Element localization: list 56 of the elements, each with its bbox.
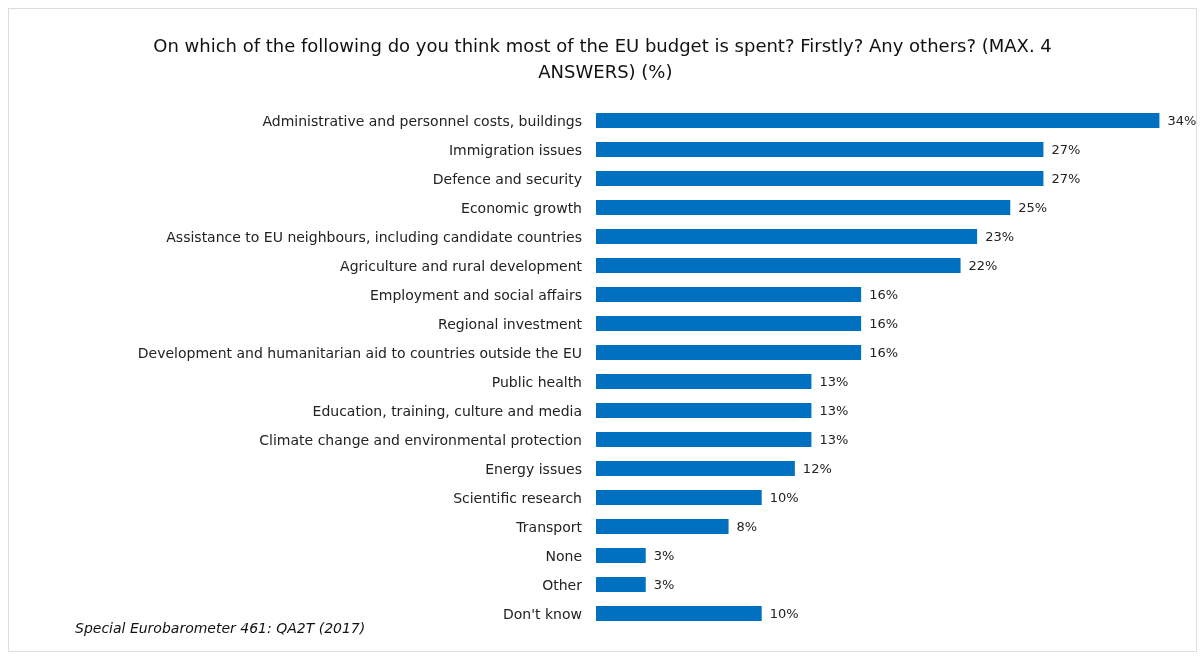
data-label: 3%	[653, 548, 675, 563]
y-tick-label: Defence and security	[432, 170, 582, 187]
bar	[596, 229, 978, 244]
data-label: 27%	[1051, 171, 1081, 186]
data-label: 22%	[968, 258, 998, 273]
bar	[596, 113, 1160, 128]
data-label: 16%	[869, 287, 899, 302]
data-label: 13%	[819, 432, 849, 447]
bar	[596, 142, 1044, 157]
y-tick-label: Administrative and personnel costs, buildings	[262, 112, 582, 129]
bar	[596, 403, 812, 418]
y-tick-label: Employment and social affairs	[369, 286, 582, 303]
y-tick-label: Scientific research	[453, 489, 582, 506]
data-label: 23%	[985, 229, 1015, 244]
data-label: 27%	[1051, 142, 1081, 157]
y-tick-label: Transport	[515, 518, 583, 535]
y-tick-label: None	[545, 547, 582, 564]
y-tick-label: Public health	[491, 373, 582, 390]
data-label: 34%	[1167, 113, 1197, 128]
chart-title: On which of the following do you think most of the EU budget is spent? Firstly? Any others? (MAX. 4 ANSWERS) (%)	[153, 34, 1052, 82]
data-label: 16%	[869, 345, 899, 360]
bar	[596, 200, 1011, 215]
bar	[596, 171, 1044, 186]
bar	[596, 577, 646, 592]
bar	[596, 316, 862, 331]
data-label: 13%	[819, 403, 849, 418]
data-label: 13%	[819, 374, 849, 389]
data-label: 3%	[653, 577, 675, 592]
y-tick-label: Agriculture and rural development	[340, 257, 583, 274]
y-tick-label: Regional investment	[438, 315, 583, 332]
bar	[596, 606, 762, 621]
y-tick-label: Economic growth	[461, 199, 582, 216]
bar	[596, 287, 862, 302]
bar	[596, 345, 862, 360]
y-tick-label: Other	[542, 576, 583, 593]
y-tick-label: Assistance to EU neighbours, including candidate countries	[166, 228, 582, 245]
y-tick-label: Energy issues	[485, 460, 582, 477]
data-label: 10%	[769, 606, 799, 621]
bar	[596, 258, 961, 273]
data-label: 12%	[802, 461, 832, 476]
y-tick-label: Development and humanitarian aid to countries outside the EU	[137, 344, 582, 361]
bar	[596, 461, 795, 476]
data-label: 8%	[736, 519, 758, 534]
data-label: 25%	[1018, 200, 1048, 215]
y-tick-label: Immigration issues	[448, 141, 582, 158]
bar	[596, 548, 646, 563]
bar	[596, 432, 812, 447]
data-label: 16%	[869, 316, 899, 331]
bar	[596, 490, 762, 505]
bar	[596, 519, 729, 534]
y-tick-label: Education, training, culture and media	[312, 402, 582, 419]
data-label: 10%	[769, 490, 799, 505]
y-tick-label: Don't know	[502, 605, 582, 622]
y-tick-label: Climate change and environmental protection	[259, 431, 582, 448]
bar	[596, 374, 812, 389]
text: Special Eurobarometer 461: QA2T (2017)	[75, 620, 366, 636]
